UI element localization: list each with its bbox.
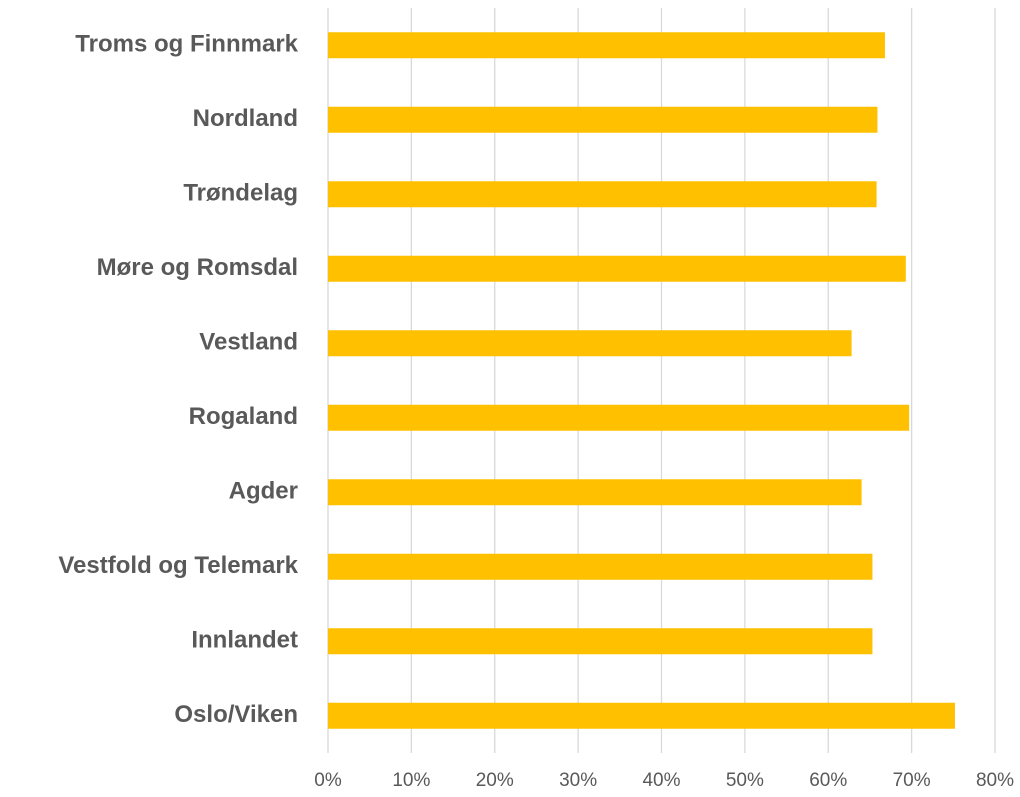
x-tick-label: 0% <box>314 770 342 791</box>
y-tick-label: Troms og Finnmark <box>75 31 298 58</box>
bar <box>328 330 852 357</box>
y-tick-label: Trøndelag <box>183 180 298 207</box>
bar <box>328 255 906 282</box>
y-tick-label: Innlandet <box>191 627 298 654</box>
x-tick-label: 30% <box>559 770 597 791</box>
y-tick-label: Møre og Romsdal <box>97 254 298 281</box>
x-tick-label: 70% <box>893 770 931 791</box>
bar <box>328 32 885 59</box>
y-tick-label: Agder <box>229 478 298 505</box>
y-tick-label: Vestland <box>199 329 298 356</box>
x-tick-label: 20% <box>476 770 514 791</box>
y-tick-label: Rogaland <box>189 403 298 430</box>
bar <box>328 702 955 729</box>
x-tick-label: 10% <box>392 770 430 791</box>
bar <box>328 181 877 208</box>
x-tick-label: 50% <box>726 770 764 791</box>
y-tick-label: Nordland <box>193 105 298 132</box>
bar <box>328 553 873 580</box>
bar <box>328 479 862 506</box>
y-tick-label: Vestfold og Telemark <box>58 552 298 579</box>
x-tick-label: 80% <box>976 770 1014 791</box>
bar <box>328 628 873 655</box>
bar <box>328 106 878 133</box>
x-tick-label: 60% <box>809 770 847 791</box>
x-tick-label: 40% <box>642 770 680 791</box>
y-tick-label: Oslo/Viken <box>174 701 298 728</box>
bar <box>328 404 910 431</box>
